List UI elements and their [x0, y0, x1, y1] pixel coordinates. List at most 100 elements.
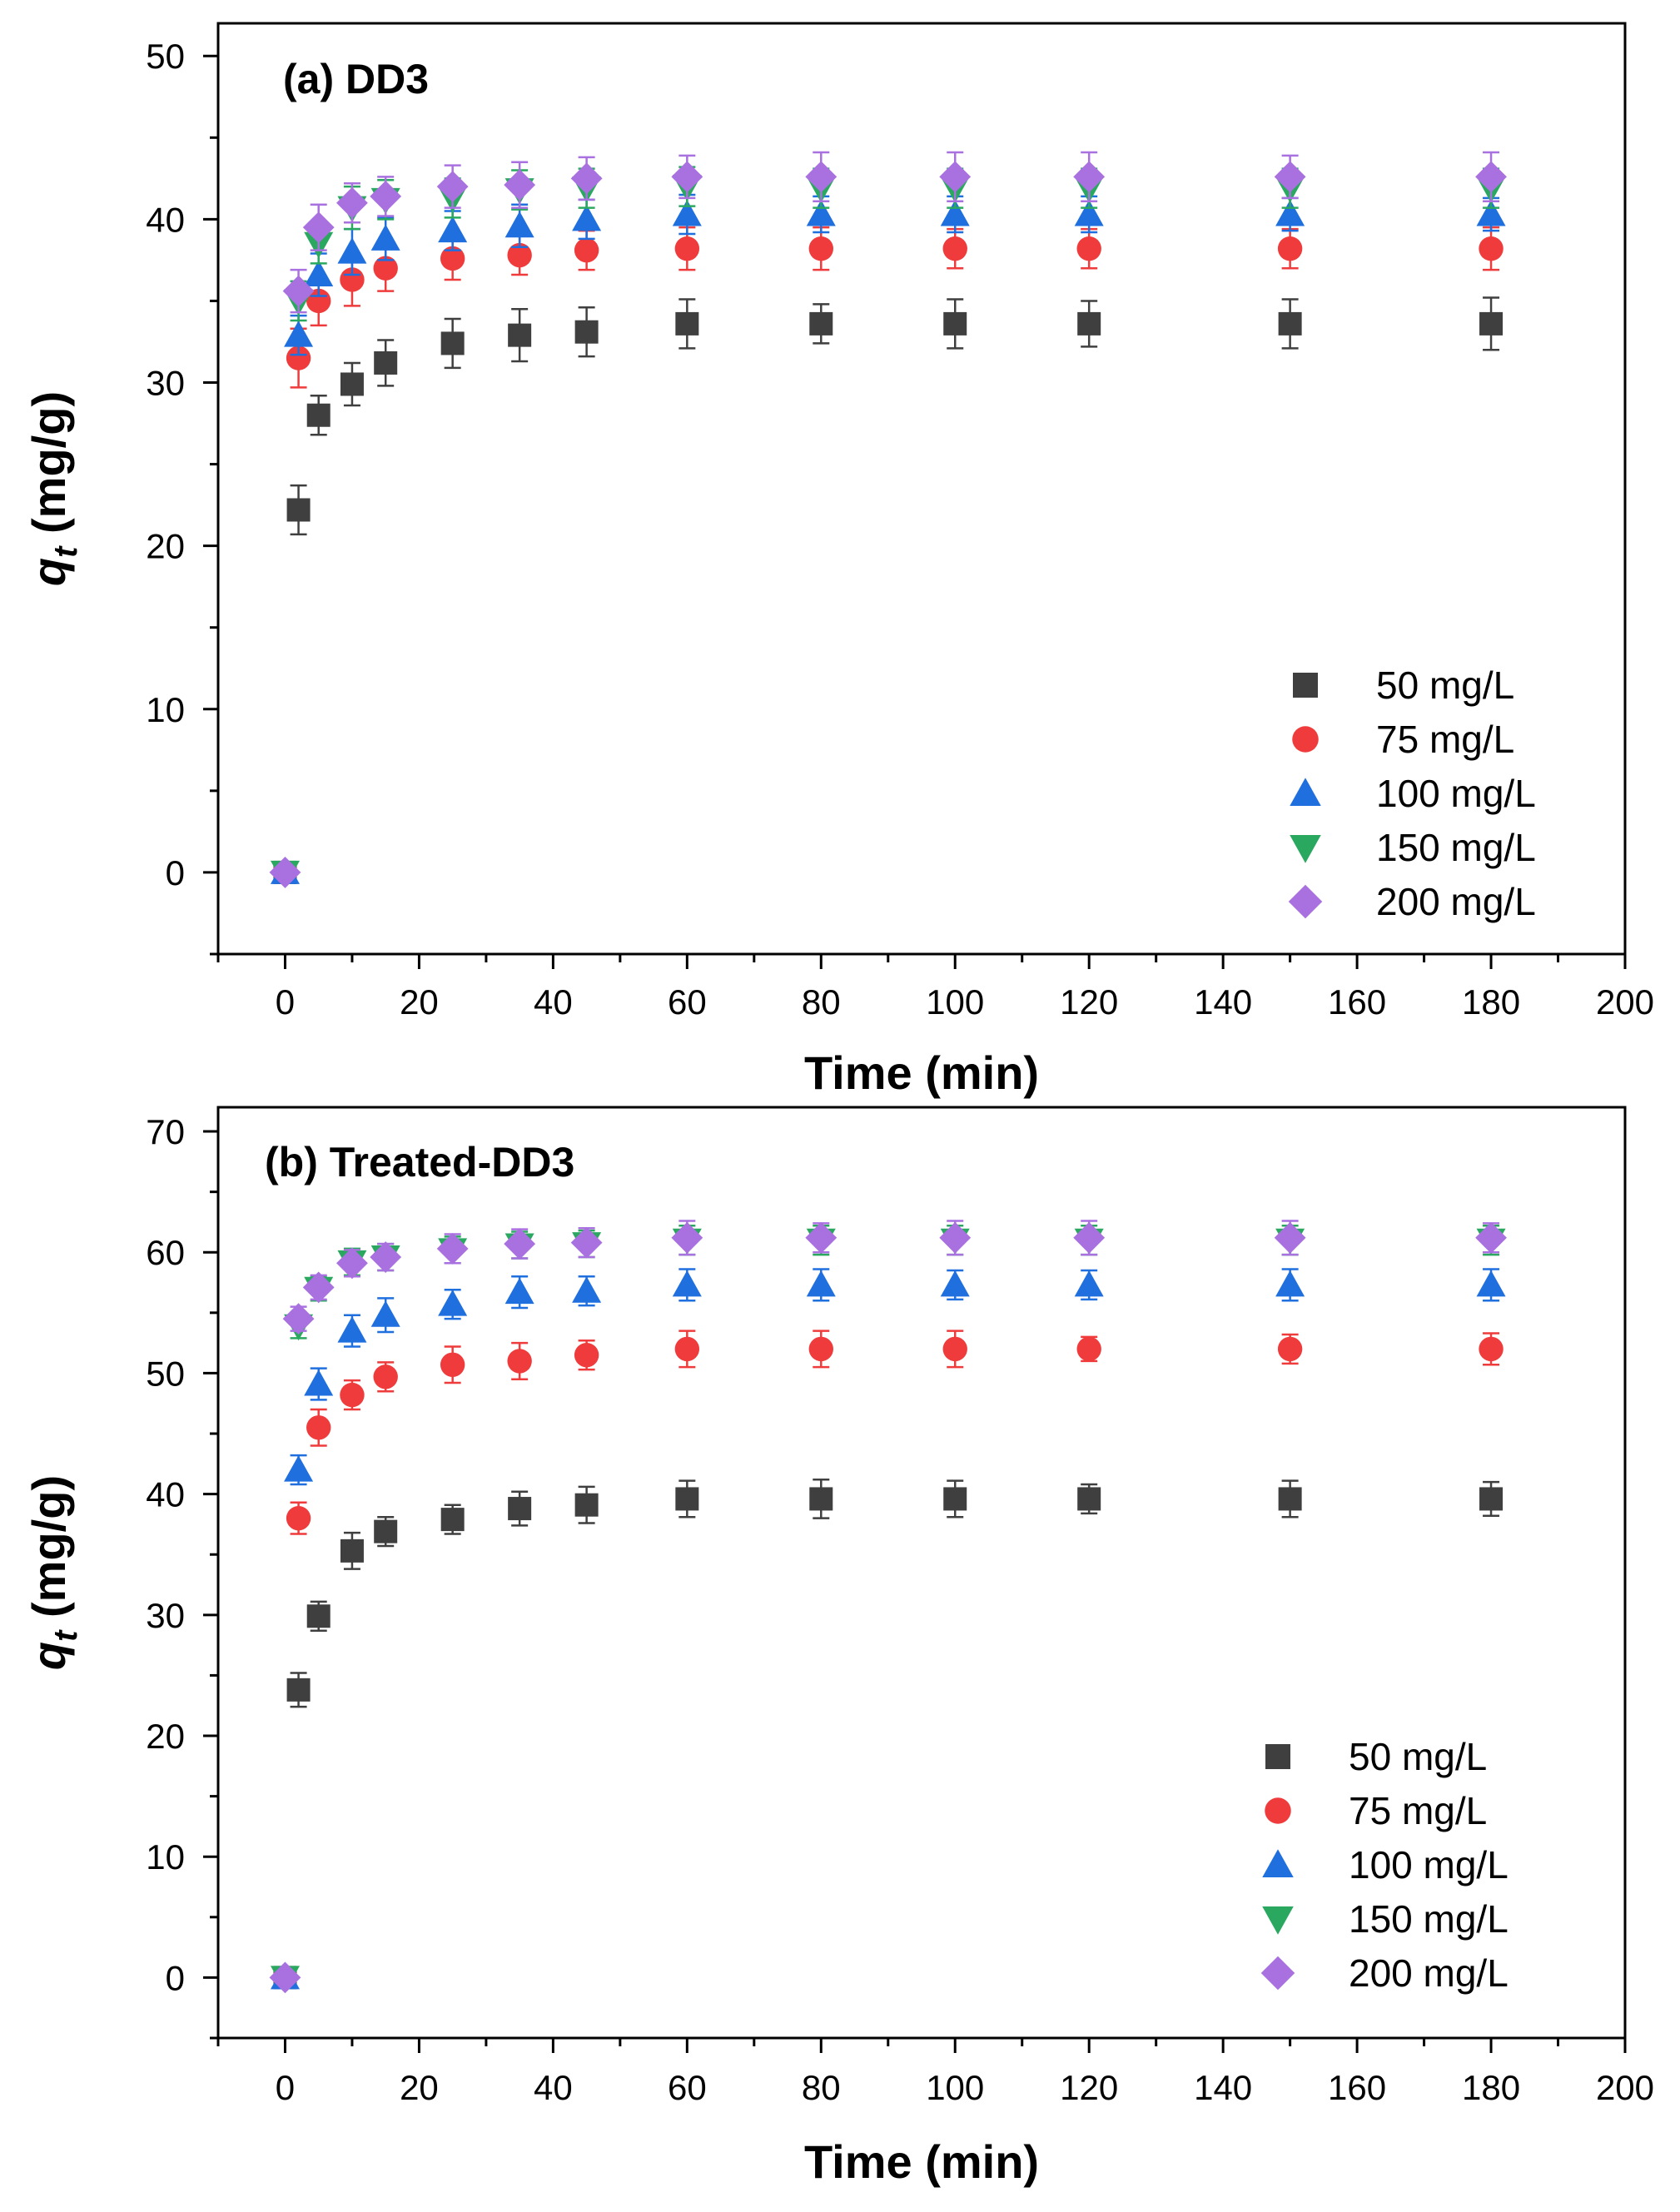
plot-frame: [216, 22, 1627, 956]
x-tick-label: 40: [534, 2068, 573, 2107]
data-point: [504, 169, 536, 201]
data-point: [572, 204, 602, 231]
data-point: [337, 1316, 367, 1343]
y-tick-label: 0: [166, 1958, 185, 1997]
legend-marker: [1290, 778, 1321, 806]
data-point: [438, 1290, 468, 1316]
y-tick-label: 50: [146, 37, 185, 76]
data-point: [940, 199, 970, 226]
legend-marker: [1293, 673, 1318, 698]
data-point: [269, 857, 301, 888]
panel-title: (a) DD3: [283, 56, 429, 102]
legend-label: 75 mg/L: [1349, 1789, 1487, 1832]
data-point: [269, 1961, 301, 1994]
y-tick-label: 60: [146, 1233, 185, 1272]
data-point: [572, 1276, 602, 1303]
data-point: [302, 1271, 335, 1304]
data-point: [1479, 311, 1504, 336]
data-point: [374, 350, 398, 375]
data-point: [942, 236, 967, 261]
y-tick-label: 30: [146, 364, 185, 403]
data-point: [286, 1678, 311, 1702]
data-point: [1274, 161, 1306, 193]
x-tick-label: 180: [1462, 2068, 1520, 2107]
y-tick-label: 10: [146, 690, 185, 729]
legend-label: 50 mg/L: [1376, 664, 1514, 707]
x-tick-label: 80: [802, 2068, 841, 2107]
data-point: [340, 267, 365, 292]
data-point: [671, 161, 703, 193]
data-point: [570, 162, 603, 195]
x-tick-label: 200: [1596, 2068, 1654, 2107]
data-point: [504, 211, 534, 238]
data-point: [806, 1270, 836, 1297]
y-tick-label: 0: [166, 853, 185, 892]
data-point: [438, 216, 468, 243]
data-point: [942, 1336, 967, 1362]
data-point: [1278, 311, 1302, 336]
data-point: [370, 181, 402, 212]
data-point: [1479, 236, 1504, 261]
legend: 50 mg/L 75 mg/L 100 mg/L 150 mg/L 200 mg/L: [1260, 1735, 1509, 1995]
x-tick-label: 20: [400, 982, 439, 1021]
data-point: [436, 171, 469, 203]
x-tick-label: 100: [926, 982, 984, 1021]
series-200-mg-L: [269, 1220, 1507, 1994]
data-point: [440, 246, 465, 271]
legend-marker: [1288, 884, 1323, 919]
data-point: [1077, 1487, 1101, 1511]
y-axis-title: qt (mg/g): [22, 1475, 84, 1670]
data-point: [574, 1342, 599, 1368]
legend-label: 150 mg/L: [1376, 826, 1536, 869]
y-axis-title-units: (mg/g): [22, 391, 75, 547]
legend-marker: [1260, 1956, 1295, 1991]
data-point: [306, 1604, 331, 1628]
data-point: [304, 1369, 334, 1396]
data-point: [805, 161, 838, 193]
data-point: [306, 1415, 331, 1440]
data-point: [1076, 236, 1101, 261]
data-point: [943, 1487, 967, 1511]
y-tick-label: 50: [146, 1354, 185, 1393]
x-tick-label: 140: [1194, 2068, 1252, 2107]
legend-label: 75 mg/L: [1376, 718, 1514, 761]
y-tick-label: 70: [146, 1112, 185, 1151]
legend-marker: [1265, 1744, 1290, 1769]
data-point: [336, 186, 368, 219]
legend: 50 mg/L 75 mg/L 100 mg/L 150 mg/L 200 mg/L: [1288, 664, 1536, 923]
data-point: [672, 199, 702, 226]
data-point: [1073, 161, 1106, 193]
legend-label: 100 mg/L: [1349, 1843, 1509, 1886]
data-point: [1479, 1487, 1504, 1511]
data-point: [570, 1226, 603, 1259]
data-point: [675, 1487, 699, 1511]
legend-marker: [1262, 1906, 1294, 1935]
legend-marker: [1292, 726, 1319, 753]
data-point: [286, 498, 311, 522]
data-point: [440, 1352, 465, 1377]
legend-label: 150 mg/L: [1349, 1897, 1509, 1941]
x-tick-label: 80: [802, 982, 841, 1021]
data-point: [808, 236, 833, 261]
panel-a: 0 20 40 60 80 100 120 140 160 180 200 0 10 20 30 40 50 Ti…: [22, 22, 1654, 1099]
data-point: [1275, 1270, 1305, 1297]
data-point: [674, 1336, 700, 1362]
x-tick-label: 180: [1462, 982, 1520, 1021]
plot-frame: [216, 1106, 1627, 2040]
series-50-mg-L: [273, 1478, 1504, 1990]
data-point: [808, 1336, 833, 1362]
data-point: [286, 1505, 311, 1531]
data-point: [370, 1241, 402, 1273]
data-point: [1475, 161, 1507, 193]
y-axis-title-symbol: q: [22, 558, 75, 586]
data-point: [574, 320, 599, 344]
x-tick-label: 0: [276, 2068, 295, 2107]
data-point: [284, 1455, 314, 1482]
data-point: [674, 236, 700, 261]
x-tick-label: 160: [1328, 2068, 1386, 2107]
series-75-mg-L: [272, 1330, 1504, 1991]
data-point: [304, 260, 334, 287]
x-tick-label: 0: [276, 982, 295, 1021]
data-point: [1476, 1270, 1506, 1297]
